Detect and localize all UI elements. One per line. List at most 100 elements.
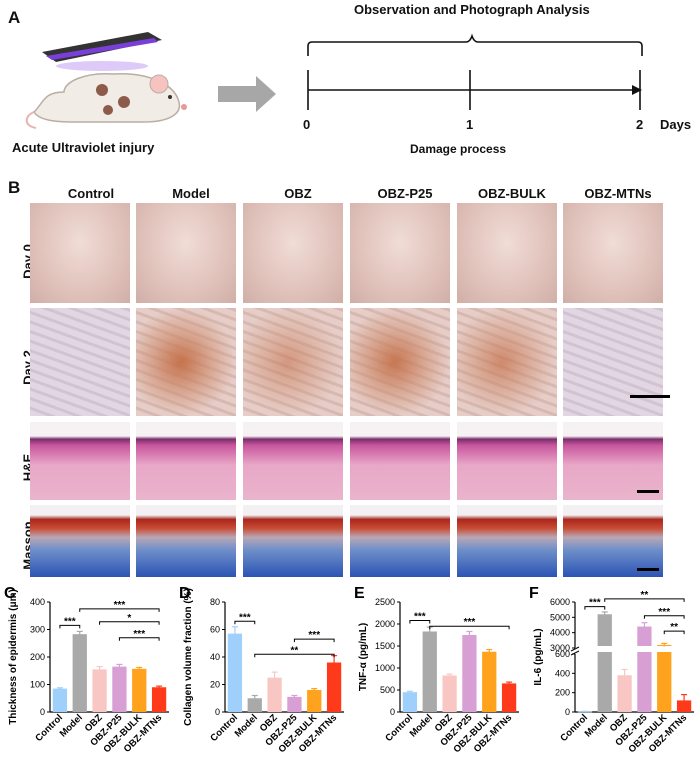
bar-control: [402, 692, 418, 712]
col-label-obz-p25: OBZ-P25: [377, 186, 433, 201]
y-tick-label: 400: [30, 597, 45, 607]
bar-obz-mtns: [501, 683, 517, 712]
panel-b-letter: B: [8, 178, 21, 197]
significance-label: ***: [133, 629, 145, 640]
col-label-control: Control: [67, 186, 115, 201]
significance-label: *: [127, 613, 131, 624]
significance-bracket: [79, 608, 160, 612]
image-day-0-model: [136, 203, 236, 303]
y-tick-label: 600: [555, 649, 570, 659]
bar-obz-mtns: [151, 687, 167, 712]
y-tick-label: 0: [40, 707, 45, 717]
significance-label: ***: [589, 598, 601, 609]
y-tick-label: 0: [565, 707, 570, 717]
image-day-0-obz: [243, 203, 343, 303]
y-tick-label: 1500: [375, 641, 395, 651]
x-tick-label: Model: [583, 712, 610, 739]
image-h-e-obz-mtns: [563, 422, 663, 500]
image-day-0-obz-mtns: [563, 203, 663, 303]
significance-label: **: [291, 645, 299, 656]
panel-letter: F: [529, 585, 539, 602]
col-label-model: Model: [172, 186, 210, 201]
y-axis-label: Thickness of epidermis (μm): [8, 589, 19, 725]
significance-bracket: [604, 598, 685, 602]
significance-bracket: [663, 630, 685, 635]
significance-bracket: [59, 624, 81, 629]
significance-bracket: [429, 625, 510, 630]
significance-bracket: [293, 638, 335, 643]
y-tick-label: 0: [390, 707, 395, 717]
y-tick-label: 200: [555, 688, 570, 698]
y-axis-label: TNF-α (pg/mL): [358, 623, 369, 691]
x-tick-label: Model: [58, 712, 85, 739]
scale-bar: [637, 490, 659, 493]
image-masson-model: [136, 505, 236, 577]
significance-label: **: [670, 622, 678, 633]
bar-obz-p25: [462, 635, 477, 712]
bar-obz-p25: [112, 666, 127, 712]
y-tick-label: 20: [210, 680, 220, 690]
y-tick-label: 2000: [375, 619, 395, 629]
y-tick-label: 100: [30, 680, 45, 690]
significance-label: ***: [464, 617, 476, 628]
bar-obz: [267, 677, 282, 712]
mouse-icon: [24, 52, 194, 132]
y-tick-label: 400: [555, 668, 570, 678]
panel-letter: E: [354, 585, 365, 602]
image-day-0-obz-bulk: [457, 203, 557, 303]
image-h-e-obz-bulk: [457, 422, 557, 500]
image-masson-obz-bulk: [457, 505, 557, 577]
col-label-obz: OBZ: [284, 186, 312, 201]
y-tick-label: 300: [30, 625, 45, 635]
image-day-0-control: [30, 203, 130, 303]
y-tick-label: 3000: [550, 643, 570, 653]
col-label-obz-mtns: OBZ-MTNs: [584, 186, 652, 201]
scale-bar: [630, 395, 670, 398]
days-label: Days: [660, 117, 692, 132]
bar-obz-mtns: [676, 700, 692, 712]
bar-obz-bulk: [132, 668, 147, 712]
significance-label: ***: [308, 630, 320, 641]
observation-title: Observation and Photograph Analysis: [354, 2, 590, 17]
image-h-e-model: [136, 422, 236, 500]
panel-a-letter: A: [8, 8, 21, 27]
y-tick-label: 500: [380, 685, 395, 695]
bar-obz-bulk: [482, 651, 497, 712]
y-tick-label: 2500: [375, 597, 395, 607]
bar-obz: [92, 669, 107, 712]
significance-bracket: [584, 606, 606, 610]
significance-label: ***: [114, 600, 126, 611]
significance-label: **: [641, 590, 649, 601]
bar-model: [247, 698, 262, 712]
significance-label: ***: [658, 607, 670, 618]
panel-letter: D: [179, 585, 191, 602]
y-tick-label: 40: [210, 652, 220, 662]
significance-label: ***: [414, 611, 426, 622]
y-tick-label: 0: [215, 707, 220, 717]
significance-bracket: [409, 619, 431, 624]
y-tick-label: 4000: [550, 628, 570, 638]
col-label-obz-bulk: OBZ-BULK: [478, 186, 546, 201]
significance-bracket: [118, 637, 160, 641]
bar-model: [72, 634, 87, 712]
image-day-0-obz-p25: [350, 203, 450, 303]
image-day-2-obz-p25: [350, 308, 450, 416]
bar-control: [227, 633, 243, 712]
bar-obz-mtns: [326, 662, 342, 712]
significance-label: ***: [64, 616, 76, 627]
y-tick-label: 80: [210, 597, 220, 607]
bar-obz-bulk: [307, 690, 322, 712]
scale-bar: [637, 568, 659, 571]
y-tick-label: 6000: [550, 597, 570, 607]
image-day-2-model: [136, 308, 236, 416]
image-masson-obz: [243, 505, 343, 577]
y-tick-label: 200: [30, 652, 45, 662]
y-axis-label: Collagen volume fraction (%): [183, 588, 194, 726]
image-masson-obz-mtns: [563, 505, 663, 577]
significance-bracket: [234, 620, 256, 625]
bar-obz: [617, 675, 632, 712]
panel-letter: C: [4, 585, 16, 602]
